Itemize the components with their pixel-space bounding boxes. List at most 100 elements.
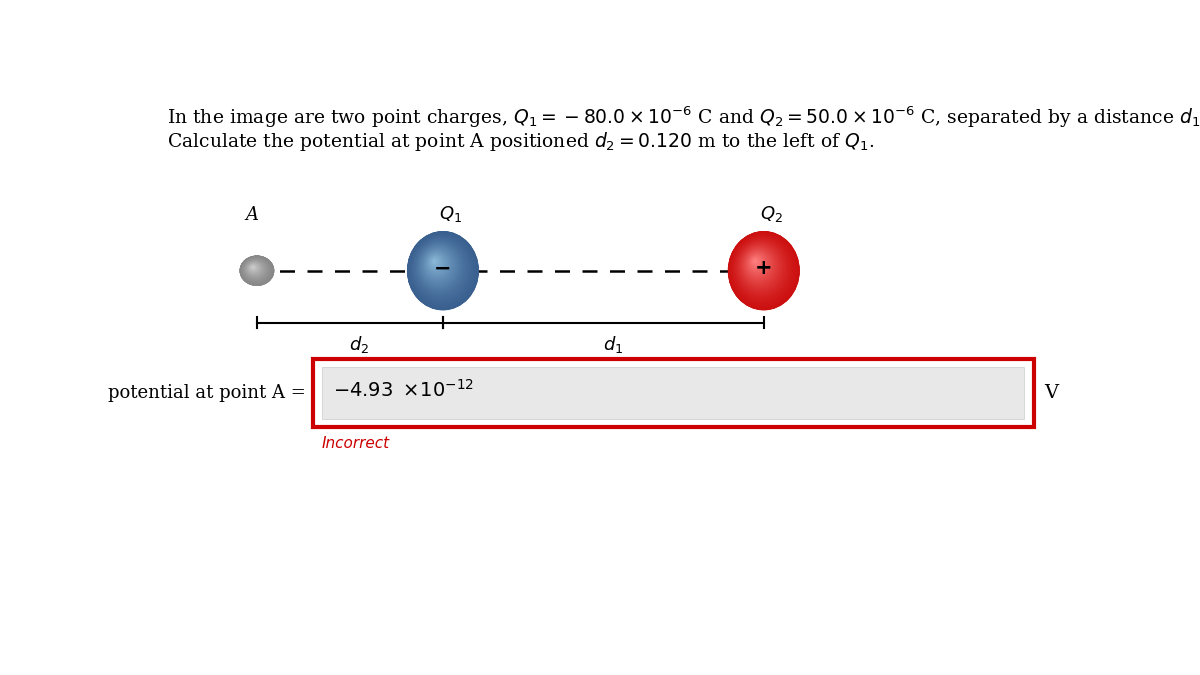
- Ellipse shape: [251, 265, 256, 269]
- Ellipse shape: [408, 232, 478, 309]
- Ellipse shape: [737, 241, 786, 294]
- Ellipse shape: [418, 243, 462, 291]
- Ellipse shape: [244, 259, 268, 280]
- Ellipse shape: [414, 239, 467, 298]
- Ellipse shape: [415, 240, 466, 296]
- Ellipse shape: [412, 236, 473, 303]
- Ellipse shape: [420, 245, 457, 287]
- Ellipse shape: [746, 251, 769, 277]
- Ellipse shape: [244, 259, 269, 281]
- Ellipse shape: [250, 264, 259, 272]
- Ellipse shape: [252, 267, 254, 268]
- Ellipse shape: [246, 261, 265, 277]
- Ellipse shape: [732, 236, 793, 303]
- Ellipse shape: [248, 263, 260, 273]
- FancyBboxPatch shape: [313, 359, 1033, 427]
- Ellipse shape: [432, 259, 437, 265]
- Ellipse shape: [241, 257, 272, 284]
- Ellipse shape: [244, 259, 269, 281]
- Ellipse shape: [418, 242, 462, 292]
- Ellipse shape: [743, 248, 774, 282]
- Ellipse shape: [425, 250, 450, 279]
- Ellipse shape: [244, 259, 268, 280]
- Ellipse shape: [244, 259, 269, 281]
- Ellipse shape: [422, 248, 454, 283]
- Ellipse shape: [742, 246, 778, 286]
- Ellipse shape: [415, 240, 467, 296]
- Ellipse shape: [245, 260, 266, 279]
- Text: $Q_2$: $Q_2$: [760, 204, 782, 224]
- Ellipse shape: [246, 261, 264, 277]
- Ellipse shape: [748, 253, 767, 274]
- Text: $d_1$: $d_1$: [602, 334, 623, 355]
- Ellipse shape: [245, 260, 266, 279]
- Ellipse shape: [737, 241, 786, 295]
- Ellipse shape: [415, 241, 464, 295]
- Ellipse shape: [244, 259, 268, 280]
- Ellipse shape: [739, 244, 780, 289]
- Ellipse shape: [251, 266, 256, 269]
- Ellipse shape: [252, 267, 254, 268]
- Ellipse shape: [245, 260, 266, 279]
- Ellipse shape: [413, 237, 470, 301]
- Ellipse shape: [248, 263, 260, 273]
- Ellipse shape: [244, 260, 268, 279]
- Ellipse shape: [431, 256, 440, 268]
- Text: $Q_1$: $Q_1$: [439, 204, 462, 224]
- Ellipse shape: [748, 252, 768, 275]
- Ellipse shape: [414, 240, 467, 297]
- Ellipse shape: [240, 256, 274, 286]
- Ellipse shape: [746, 252, 769, 277]
- Ellipse shape: [732, 236, 793, 303]
- Ellipse shape: [248, 263, 259, 273]
- Ellipse shape: [251, 266, 256, 269]
- Ellipse shape: [734, 238, 788, 298]
- Ellipse shape: [416, 241, 464, 294]
- Ellipse shape: [408, 233, 476, 308]
- Ellipse shape: [426, 252, 448, 276]
- Ellipse shape: [248, 263, 259, 273]
- Ellipse shape: [746, 251, 769, 277]
- Ellipse shape: [427, 253, 446, 274]
- Ellipse shape: [250, 265, 258, 271]
- Ellipse shape: [746, 252, 768, 276]
- Ellipse shape: [428, 254, 444, 272]
- Ellipse shape: [734, 239, 788, 298]
- Ellipse shape: [409, 234, 475, 306]
- Ellipse shape: [241, 258, 271, 283]
- Ellipse shape: [746, 251, 770, 278]
- Ellipse shape: [425, 250, 450, 278]
- Ellipse shape: [242, 258, 270, 282]
- Ellipse shape: [731, 235, 794, 305]
- Ellipse shape: [749, 255, 764, 271]
- Ellipse shape: [246, 261, 265, 277]
- Ellipse shape: [733, 237, 791, 300]
- Ellipse shape: [752, 259, 758, 265]
- Ellipse shape: [246, 261, 264, 277]
- Ellipse shape: [738, 242, 782, 292]
- Ellipse shape: [751, 257, 761, 267]
- Ellipse shape: [413, 238, 469, 300]
- Ellipse shape: [751, 257, 761, 268]
- Ellipse shape: [745, 250, 770, 278]
- Ellipse shape: [244, 259, 269, 281]
- Ellipse shape: [748, 253, 767, 274]
- Ellipse shape: [242, 258, 270, 282]
- Text: V: V: [1045, 384, 1058, 402]
- Ellipse shape: [749, 254, 767, 273]
- Ellipse shape: [247, 262, 263, 275]
- Ellipse shape: [433, 259, 437, 263]
- Ellipse shape: [244, 259, 268, 280]
- Ellipse shape: [247, 263, 262, 274]
- Ellipse shape: [422, 248, 454, 283]
- Ellipse shape: [240, 256, 274, 285]
- Ellipse shape: [251, 265, 257, 270]
- Ellipse shape: [408, 232, 479, 310]
- Ellipse shape: [241, 257, 271, 284]
- Ellipse shape: [752, 259, 758, 265]
- Ellipse shape: [425, 250, 450, 279]
- Ellipse shape: [245, 260, 266, 279]
- Ellipse shape: [250, 265, 258, 271]
- Ellipse shape: [247, 263, 262, 275]
- Ellipse shape: [420, 246, 457, 286]
